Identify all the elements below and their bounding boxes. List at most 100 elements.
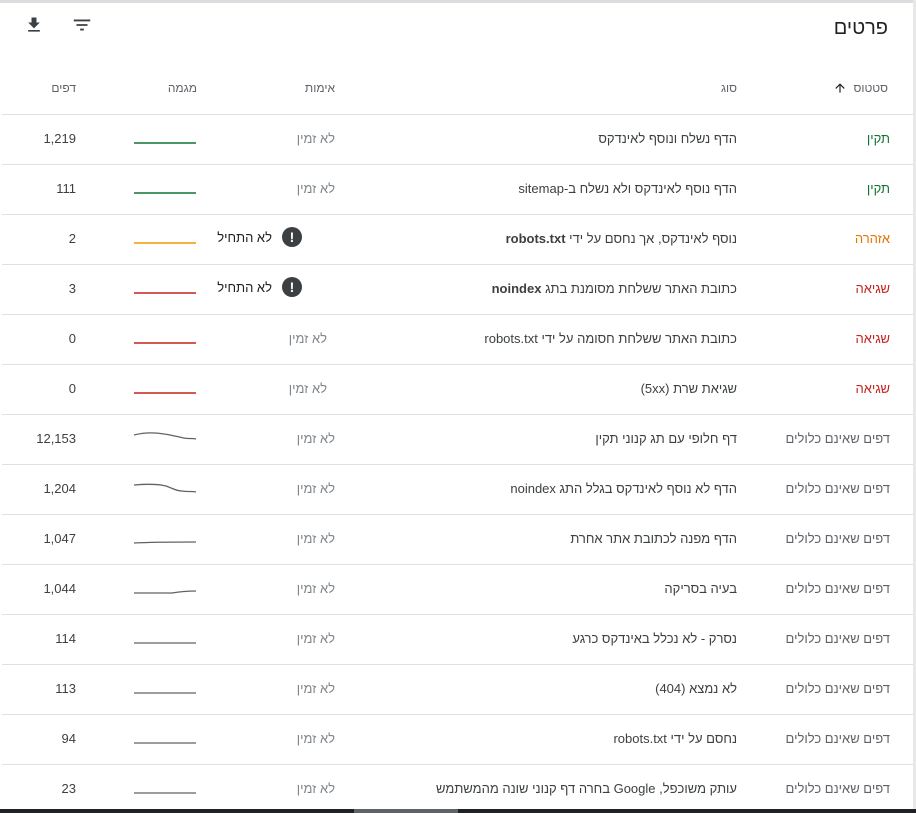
table-row[interactable]: דפים שאינם כלולים הדף לא נוסף לאינדקס בג… xyxy=(2,465,913,515)
table-row[interactable]: תקין הדף נשלח ונוסף לאינדקס לא זמין 1,21… xyxy=(2,115,913,165)
page-count: 94 xyxy=(61,731,76,746)
table-row[interactable]: דפים שאינם כלולים לא נמצא (404) לא זמין … xyxy=(2,665,913,715)
issue-type: בעיה בסריקה xyxy=(664,581,737,596)
top-border xyxy=(0,0,916,3)
validation-status: ! לא התחיל xyxy=(217,227,302,247)
trend-sparkline xyxy=(133,541,197,544)
trend-sparkline xyxy=(134,742,196,744)
issue-type: כתובת האתר ששלחת מסומנת בתג noindex xyxy=(492,281,737,296)
scrollbar-thumb[interactable] xyxy=(354,809,458,813)
trend-sparkline xyxy=(134,192,196,194)
validation-status: לא זמין xyxy=(296,481,335,496)
table-row[interactable]: תקין הדף נוסף לאינדקס ולא נשלח ב-sitemap… xyxy=(2,165,913,215)
trend-sparkline xyxy=(134,590,197,594)
page-count: 0 xyxy=(68,381,76,396)
table-row[interactable]: דפים שאינם כלולים הדף מפנה לכתובת אתר אח… xyxy=(2,515,913,565)
table-row[interactable]: דפים שאינם כלולים נסרק - לא נכלל באינדקס… xyxy=(2,615,913,665)
status-label: דפים שאינם כלולים xyxy=(785,731,890,746)
column-header-status[interactable]: סטטוס xyxy=(833,81,888,95)
issue-type: לא נמצא (404) xyxy=(655,681,737,696)
page-count: 1,219 xyxy=(43,131,76,146)
page-count: 111 xyxy=(56,181,76,196)
table-row[interactable]: שגיאה שגיאת שרת (5xx) לא זמין 0 xyxy=(2,365,913,415)
page-count: 23 xyxy=(61,781,76,796)
issue-type: כתובת האתר ששלחת חסומה על ידי robots.txt xyxy=(484,331,737,346)
issue-type: עותק משוכפל, Google בחרה דף קנוני שונה מ… xyxy=(436,781,737,796)
page-count: 3 xyxy=(68,281,76,296)
page-count: 1,044 xyxy=(43,581,76,596)
trend-sparkline xyxy=(134,142,196,144)
details-panel: פרטים סטטוס סוג אימות מגמה דפים תקין הדף… xyxy=(2,3,913,809)
page-title: פרטים xyxy=(833,17,888,39)
filter-icon xyxy=(73,19,91,31)
issue-type: הדף נשלח ונוסף לאינדקס xyxy=(598,131,737,146)
table-row[interactable]: שגיאה כתובת האתר ששלחת מסומנת בתג noinde… xyxy=(2,265,913,315)
validation-status-label: לא התחיל xyxy=(217,229,272,245)
validation-status: לא זמין xyxy=(296,431,335,446)
trend-sparkline xyxy=(134,642,196,644)
table-row[interactable]: אזהרה נוסף לאינדקס, אך נחסם על ידי robot… xyxy=(2,215,913,265)
validation-status: לא זמין xyxy=(296,181,335,196)
column-header-validation[interactable]: אימות xyxy=(304,81,335,95)
table-row[interactable]: דפים שאינם כלולים נחסם על ידי robots.txt… xyxy=(2,715,913,765)
column-header-status-label: סטטוס xyxy=(853,81,888,95)
issue-type: נוסף לאינדקס, אך נחסם על ידי robots.txt xyxy=(506,231,737,246)
page-count: 12,153 xyxy=(36,431,76,446)
issue-type: דף חלופי עם תג קנוני תקין xyxy=(595,431,737,446)
status-label: דפים שאינם כלולים xyxy=(785,631,890,646)
table-row[interactable]: דפים שאינם כלולים בעיה בסריקה לא זמין 1,… xyxy=(2,565,913,615)
validation-status: לא זמין xyxy=(296,581,335,596)
issue-type: הדף לא נוסף לאינדקס בגלל התג noindex xyxy=(510,481,737,496)
validation-status: לא זמין xyxy=(288,381,327,396)
validation-status-label: לא התחיל xyxy=(217,279,272,295)
validation-status: לא זמין xyxy=(296,531,335,546)
status-label: תקין xyxy=(866,181,890,196)
page-count: 114 xyxy=(55,631,76,646)
status-label: דפים שאינם כלולים xyxy=(785,581,890,596)
status-label: דפים שאינם כלולים xyxy=(785,781,890,796)
validation-status: לא זמין xyxy=(296,681,335,696)
panel-header: פרטים xyxy=(2,3,913,61)
issue-type-text: כתובת האתר ששלחת מסומנת בתג xyxy=(541,281,737,296)
status-label: דפים שאינם כלולים xyxy=(785,431,890,446)
validation-status: לא זמין xyxy=(296,731,335,746)
table-row[interactable]: דפים שאינם כלולים עותק משוכפל, Google בח… xyxy=(2,765,913,809)
table-body: תקין הדף נשלח ונוסף לאינדקס לא זמין 1,21… xyxy=(2,115,913,809)
issue-type-bold: noindex xyxy=(491,281,542,296)
column-header-pages[interactable]: דפים xyxy=(51,81,76,95)
window-edge xyxy=(913,0,916,813)
table-row[interactable]: שגיאה כתובת האתר ששלחת חסומה על ידי robo… xyxy=(2,315,913,365)
table-row[interactable]: דפים שאינם כלולים דף חלופי עם תג קנוני ת… xyxy=(2,415,913,465)
trend-sparkline xyxy=(134,292,196,294)
sort-arrow-up-icon xyxy=(835,83,846,93)
trend-sparkline xyxy=(134,342,196,344)
page-count: 0 xyxy=(68,331,76,346)
validation-status: לא זמין xyxy=(296,631,335,646)
column-header-type[interactable]: סוג xyxy=(720,81,737,95)
trend-sparkline xyxy=(134,792,196,794)
issue-type: הדף נוסף לאינדקס ולא נשלח ב-sitemap xyxy=(518,181,737,196)
trend-sparkline xyxy=(134,242,196,244)
horizontal-scrollbar[interactable] xyxy=(0,809,916,813)
issue-type: שגיאת שרת (5xx) xyxy=(640,381,737,396)
table-header: סטטוס סוג אימות מגמה דפים xyxy=(2,61,913,115)
status-label: דפים שאינם כלולים xyxy=(785,481,890,496)
column-header-trend: מגמה xyxy=(167,81,197,95)
issue-type-bold: robots.txt xyxy=(505,231,566,246)
page-count: 1,204 xyxy=(43,481,76,496)
validation-status: לא זמין xyxy=(296,781,335,796)
status-label: דפים שאינם כלולים xyxy=(785,681,890,696)
status-label: דפים שאינם כלולים xyxy=(785,531,890,546)
validation-status: ! לא התחיל xyxy=(217,277,302,297)
page-count: 113 xyxy=(55,681,76,696)
status-label: תקין xyxy=(866,131,890,146)
issue-type: נסרק - לא נכלל באינדקס כרגע xyxy=(572,631,737,646)
filter-button[interactable] xyxy=(68,11,96,39)
trend-sparkline xyxy=(133,432,197,440)
alert-icon: ! xyxy=(282,277,302,297)
issue-type-text: נוסף לאינדקס, אך נחסם על ידי xyxy=(565,231,737,246)
issue-type: נחסם על ידי robots.txt xyxy=(613,731,737,746)
download-button[interactable] xyxy=(20,11,48,39)
issue-type: הדף מפנה לכתובת אתר אחרת xyxy=(570,531,737,546)
trend-sparkline xyxy=(133,483,197,493)
